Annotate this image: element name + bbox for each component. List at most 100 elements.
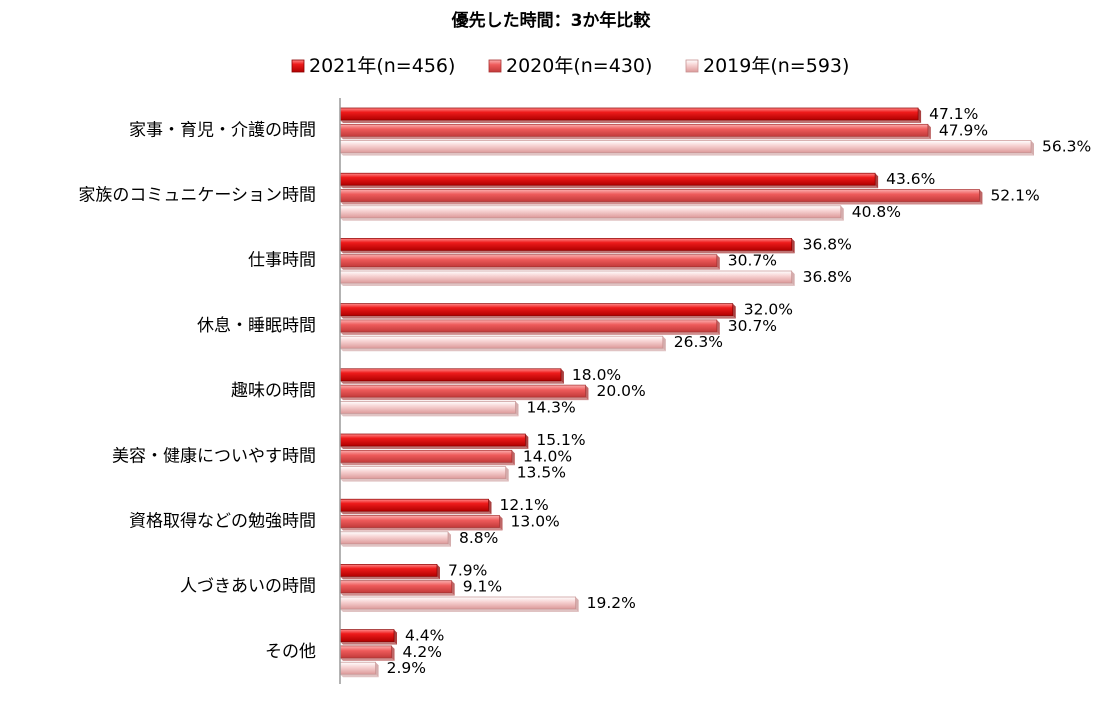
bar-bottom xyxy=(340,674,379,678)
bar-side xyxy=(716,319,720,335)
bar xyxy=(339,238,793,251)
bar-side xyxy=(927,124,931,140)
data-label: 36.8% xyxy=(803,268,852,286)
bar-bottom xyxy=(340,413,519,417)
data-label: 7.9% xyxy=(448,561,487,579)
bar-side xyxy=(1031,140,1034,156)
data-label: 18.0% xyxy=(572,366,621,384)
bar-group: 4.4%4.2%2.9% xyxy=(339,627,444,678)
data-label: 52.1% xyxy=(990,187,1039,205)
data-label: 20.0% xyxy=(596,382,645,400)
bar xyxy=(339,661,376,675)
bar xyxy=(339,433,526,447)
data-label: 4.4% xyxy=(405,627,444,645)
data-label: 19.2% xyxy=(587,594,636,612)
bar-bottom xyxy=(340,446,529,449)
bar-bottom xyxy=(340,641,398,645)
bar-side xyxy=(515,401,519,417)
bar-side xyxy=(525,434,529,449)
data-label: 47.1% xyxy=(929,105,978,123)
bar-side xyxy=(662,336,666,352)
data-label: 8.8% xyxy=(459,529,498,547)
data-label: 26.3% xyxy=(674,333,723,351)
bar-bottom xyxy=(340,348,666,352)
bar-bottom xyxy=(340,543,452,547)
category-label: 資格取得などの勉強時間 xyxy=(129,512,316,532)
bar-side xyxy=(918,108,922,123)
bar-bottom xyxy=(340,152,1034,156)
bar-side xyxy=(791,271,795,286)
bar xyxy=(339,254,718,268)
bar xyxy=(339,107,919,121)
category-label: 休息・睡眠時間 xyxy=(197,316,316,336)
bar-bottom xyxy=(340,315,736,319)
category-labels: 家事・育児・介護の時間家族のコミュニケーション時間仕事時間休息・睡眠時間趣味の時… xyxy=(78,120,316,662)
bar-group: 47.1%47.9% 56.3% xyxy=(339,105,1091,156)
data-label: 14.3% xyxy=(527,398,576,416)
bar xyxy=(339,205,842,219)
bar-bottom xyxy=(340,201,983,205)
legend: 2021年(n=456) 2020年(n=430) 2019年(n=593) xyxy=(291,55,849,77)
data-label: 56.3% xyxy=(1042,138,1091,156)
bar xyxy=(339,140,1032,153)
bar xyxy=(339,580,453,594)
bar xyxy=(339,189,980,202)
bar-group: 15.1%14.0%13.5% xyxy=(339,431,586,482)
data-label: 4.2% xyxy=(403,643,442,661)
bar xyxy=(339,645,392,659)
bar-side xyxy=(394,629,398,645)
bar xyxy=(339,466,507,479)
bar-side xyxy=(560,368,564,384)
data-label: 40.8% xyxy=(852,203,901,221)
bar-side xyxy=(585,385,589,401)
bar xyxy=(339,172,876,186)
bar-bottom xyxy=(340,657,395,661)
bar xyxy=(339,564,438,577)
data-label: 12.1% xyxy=(500,496,549,514)
data-label: 43.6% xyxy=(886,170,935,188)
bar-bottom xyxy=(340,331,720,335)
category-label: 仕事時間 xyxy=(248,251,316,271)
data-label: 36.8% xyxy=(803,235,852,253)
category-label: 人づきあいの時間 xyxy=(180,577,316,597)
category-label: 美容・健康についやす時間 xyxy=(112,446,316,466)
bar-bottom xyxy=(340,266,720,270)
bar-side xyxy=(451,580,455,596)
bar-bottom xyxy=(340,462,515,466)
legend-label-0: 2021年(n=456) xyxy=(309,55,455,77)
bar-side xyxy=(511,450,515,466)
bar-bottom xyxy=(340,576,440,580)
bar-groups: 47.1%47.9%56.3%43.6%52.1%40.8%36.8%30.7%… xyxy=(339,105,1091,678)
legend-label-2: 2019年(n=593) xyxy=(703,55,849,77)
data-label: 15.1% xyxy=(536,431,585,449)
bar xyxy=(339,531,449,545)
bar-group: 32.0%30.7% 26.3% xyxy=(339,301,793,352)
bar-side xyxy=(875,173,879,189)
bar-side xyxy=(499,515,503,531)
data-label: 30.7% xyxy=(728,252,777,270)
bar-bottom xyxy=(340,527,503,531)
bar-bottom xyxy=(340,592,455,596)
data-label: 47.9% xyxy=(939,121,988,139)
bar-bottom xyxy=(340,380,564,384)
bar-bottom xyxy=(340,283,795,286)
bar-group: 36.8% 30.7% 36.8% xyxy=(339,235,852,286)
bar xyxy=(339,368,562,382)
bar-side xyxy=(391,645,395,661)
data-label: 9.1% xyxy=(463,578,502,596)
bar-group: 18.0%20.0% 14.3% xyxy=(339,366,646,417)
data-label: 13.0% xyxy=(511,513,560,531)
bar-group: 43.6% 52.1% 40.8% xyxy=(339,170,1040,221)
bar-side xyxy=(436,564,440,580)
legend-label-1: 2020年(n=430) xyxy=(506,55,652,77)
bar xyxy=(339,335,664,349)
bar xyxy=(339,319,718,333)
data-label: 30.7% xyxy=(728,317,777,335)
data-label: 32.0% xyxy=(744,301,793,319)
legend-swatch-1 xyxy=(488,59,502,73)
bar-side xyxy=(575,597,579,612)
bar-side xyxy=(488,499,492,515)
bar-bottom xyxy=(340,397,589,401)
bar xyxy=(339,498,489,512)
